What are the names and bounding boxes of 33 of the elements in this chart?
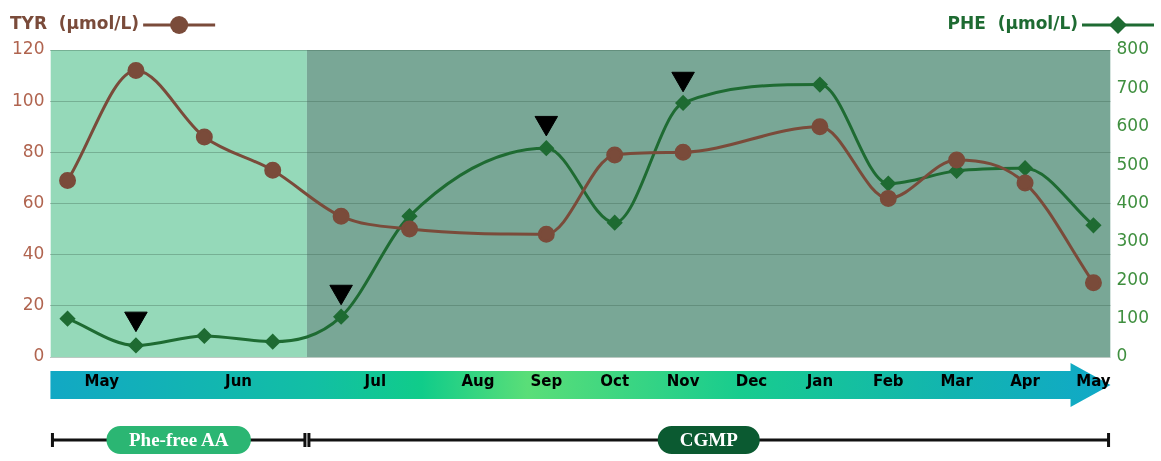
y2-tick-label: 500: [1116, 153, 1150, 174]
y2-tick-label: 0: [1116, 345, 1128, 366]
y-tick-label: 100: [11, 89, 45, 110]
y-tick-label: 20: [22, 294, 45, 315]
x-tick-label: Jul: [363, 371, 387, 390]
y-tick-label: 60: [22, 191, 45, 212]
x-tick-label: Jan: [805, 371, 834, 390]
legend-label: TYR (μmol/L): [10, 13, 140, 34]
x-tick-label: May: [1076, 371, 1111, 390]
y2-tick-label: 300: [1116, 230, 1150, 251]
y2-tick-label: 600: [1116, 115, 1150, 136]
x-tick-label: Feb: [872, 371, 904, 390]
text: Phe-free AA: [129, 428, 229, 450]
y-tick-label: 120: [11, 38, 45, 59]
y2-tick-label: 400: [1116, 191, 1150, 212]
y-tick-label: 80: [22, 140, 45, 161]
y-tick-label: 40: [22, 243, 45, 264]
y2-tick-label: 100: [1116, 307, 1150, 328]
x-tick-label: Sep: [530, 371, 563, 390]
x-tick-label: Mar: [940, 371, 974, 390]
x-tick-label: Apr: [1010, 371, 1041, 390]
y2-tick-label: 200: [1116, 268, 1150, 289]
x-tick-label: May: [84, 371, 120, 390]
text: CGMP: [679, 428, 739, 450]
y-tick-label: 0: [33, 345, 45, 366]
x-tick-label: Nov: [666, 371, 700, 390]
x-tick-label: Jun: [224, 371, 253, 390]
x-tick-label: Dec: [735, 371, 768, 390]
x-tick-label: Aug: [461, 371, 495, 390]
y2-tick-label: 800: [1116, 38, 1150, 59]
x-tick-label: Oct: [600, 371, 630, 390]
y2-tick-label: 700: [1116, 76, 1150, 97]
legend-label: PHE (μmol/L): [947, 13, 1079, 34]
